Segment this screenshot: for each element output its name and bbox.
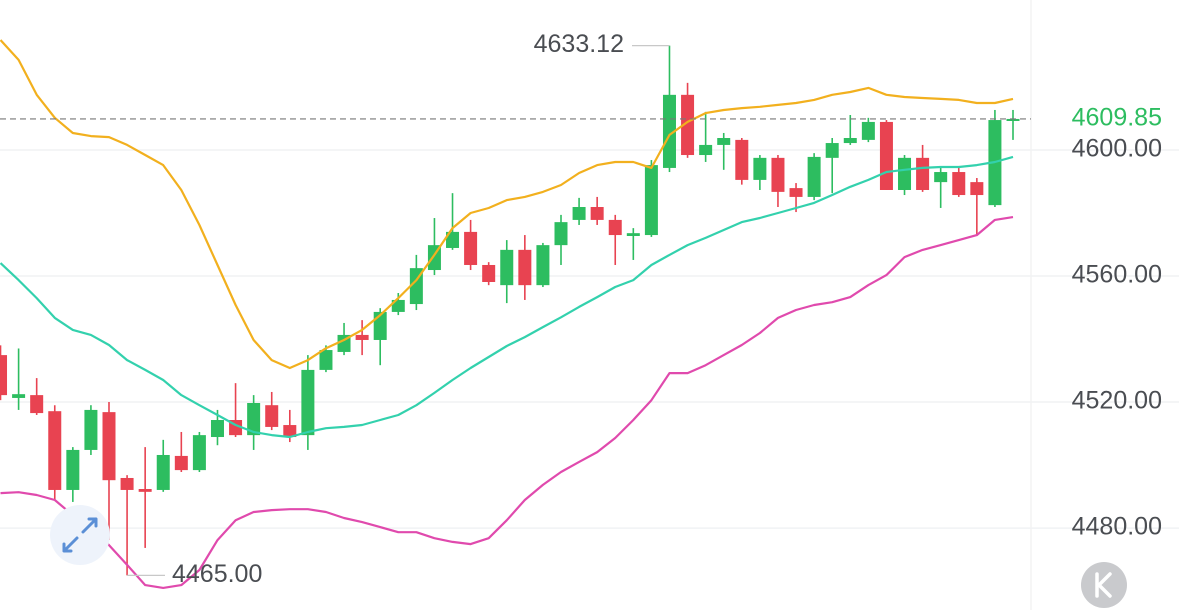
candle-body: [482, 264, 496, 282]
candle-body: [48, 411, 62, 490]
candle-body: [247, 402, 261, 436]
kline-button[interactable]: [1081, 562, 1127, 608]
candle-body: [662, 94, 676, 168]
candle-body: [518, 249, 532, 286]
candle-body: [102, 412, 116, 481]
candle-body: [464, 231, 478, 265]
candle-body: [192, 435, 206, 471]
candle-body: [66, 449, 80, 490]
expand-icon: [62, 517, 98, 553]
y-tick-label: 4600.00: [1072, 135, 1162, 163]
candle-body: [898, 157, 912, 190]
candle-body: [120, 477, 134, 490]
candle-body: [590, 207, 604, 220]
candle-body: [572, 207, 586, 220]
candle-body: [283, 425, 297, 438]
candle-body: [319, 350, 333, 370]
min-label: 4465.00: [172, 560, 262, 588]
candle-body: [554, 222, 568, 246]
max-label: 4633.12: [534, 30, 624, 58]
candle-body: [156, 454, 170, 490]
candle-body: [301, 369, 315, 436]
band-line: [0, 39, 1014, 370]
candle-body: [735, 139, 749, 180]
candle-body: [717, 138, 731, 145]
y-tick-label: 4560.00: [1072, 261, 1162, 289]
candle-body: [753, 157, 767, 180]
candle-body: [30, 395, 44, 414]
candle-body: [934, 172, 948, 183]
candle-body: [789, 188, 803, 197]
expand-button[interactable]: [50, 505, 110, 565]
candle-body: [355, 334, 369, 340]
candle-body: [644, 165, 658, 236]
candle-body: [1006, 118, 1020, 121]
y-tick-label: 4480.00: [1072, 513, 1162, 541]
candle-body: [12, 394, 26, 398]
candle-body: [699, 144, 713, 156]
candle-body: [391, 299, 405, 312]
candle-body: [265, 405, 279, 427]
kline-button-bg: [1081, 562, 1127, 608]
candle-body: [210, 420, 224, 438]
candle-body: [879, 121, 893, 190]
candle-body: [0, 355, 8, 396]
candle-body: [446, 231, 460, 248]
kline-icon: [1095, 572, 1112, 598]
y-tick-label: 4520.00: [1072, 387, 1162, 415]
candle-body: [138, 489, 152, 492]
candle-body: [861, 121, 875, 140]
candle-body: [843, 138, 857, 144]
candle-body: [825, 143, 839, 158]
candle-body: [952, 172, 966, 196]
candle-body: [608, 219, 622, 236]
candle-body: [807, 156, 821, 197]
candle-body: [84, 409, 98, 450]
candle-body: [681, 94, 695, 156]
expand-button-bg: [50, 505, 110, 565]
last-price-label: 4609.85: [1072, 104, 1162, 132]
candle-body: [174, 455, 188, 471]
candle-body: [771, 157, 785, 192]
candle-body: [536, 245, 550, 286]
band-line: [0, 216, 1014, 589]
band-line: [0, 155, 1014, 439]
candle-body: [500, 249, 514, 286]
candle-body: [970, 182, 984, 196]
plot-area: 4633.12 4465.00: [0, 30, 1179, 589]
candle-body: [916, 157, 930, 190]
candle-body: [626, 233, 640, 236]
